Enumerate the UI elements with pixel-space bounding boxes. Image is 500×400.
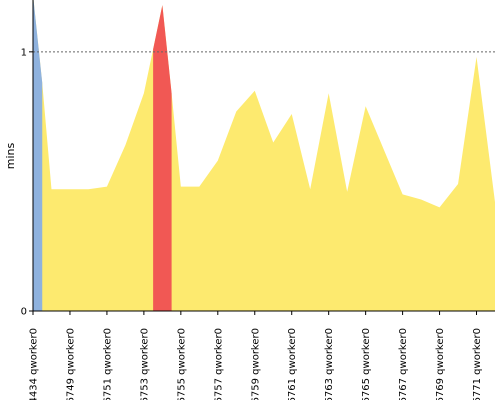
x-tick-label: #6763 qworker0 bbox=[324, 328, 335, 400]
x-tick-label: #6761 qworker0 bbox=[287, 328, 298, 400]
highlight-layer bbox=[33, 0, 172, 312]
y-tick-label: 0 bbox=[21, 307, 27, 318]
x-tick-label: #6767 qworker0 bbox=[398, 328, 409, 400]
x-tick-label: #6751 qworker0 bbox=[102, 328, 113, 400]
highlight-segment-0 bbox=[33, 0, 43, 311]
x-tick-label: #6755 qworker0 bbox=[176, 328, 187, 400]
x-tick-label: #6753 qworker0 bbox=[139, 328, 150, 400]
y-tick-layer: 01 bbox=[21, 47, 33, 318]
x-tick-layer: #4434 qworker0 #6749 qworker0 #6751 qworke… bbox=[29, 311, 483, 400]
area-layer bbox=[33, 0, 495, 311]
y-axis-label: mins bbox=[4, 142, 17, 169]
x-tick-label: #4434 qworker0 bbox=[29, 328, 40, 400]
duration-area bbox=[33, 0, 495, 311]
x-tick-label: #6769 qworker0 bbox=[435, 328, 446, 400]
highlight-segment-1 bbox=[153, 5, 172, 312]
y-tick-label: 1 bbox=[21, 47, 27, 58]
x-tick-label: #6765 qworker0 bbox=[361, 328, 372, 400]
x-tick-label: #6749 qworker0 bbox=[65, 328, 76, 400]
x-tick-label: #6759 qworker0 bbox=[250, 328, 261, 400]
x-tick-label: #6771 qworker0 bbox=[472, 328, 483, 400]
x-tick-label: #6757 qworker0 bbox=[213, 328, 224, 400]
